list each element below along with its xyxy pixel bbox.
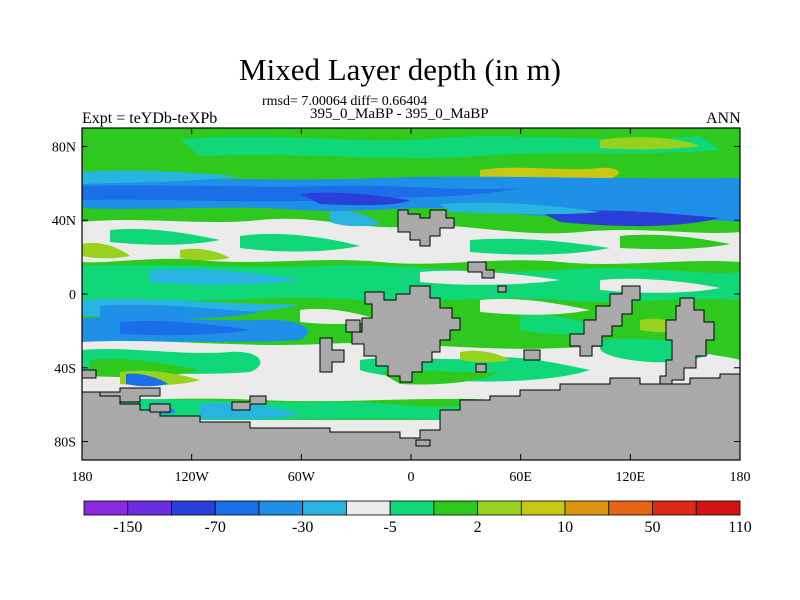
lon-tick-label: 120E (616, 470, 646, 485)
colorbar-label: 2 (474, 519, 482, 536)
case-label: 395_0_MaBP - 395_0_MaBP (310, 106, 489, 122)
land-mask (82, 209, 740, 460)
lon-tick-label: 180 (730, 470, 751, 485)
lat-tick-label: 40N (52, 214, 76, 229)
colorbar: -150 -70 -30 -5 2 10 50 110 (83, 500, 752, 536)
lat-tick-label: 0 (69, 288, 76, 303)
lon-tick-label: 120W (175, 470, 210, 485)
colorbar-label: 10 (557, 519, 573, 536)
colorbar-swatch (695, 500, 741, 516)
lat-tick-label: 80S (54, 436, 76, 451)
colorbar-swatch (564, 500, 610, 516)
colorbar-swatch (258, 500, 304, 516)
colorbar-swatch (608, 500, 653, 516)
colorbar-label: 50 (645, 519, 661, 536)
lon-tick-label: 0 (408, 470, 415, 485)
colorbar-swatch (433, 500, 479, 516)
map-field (82, 128, 740, 460)
colorbar-label: -30 (292, 519, 313, 536)
latitude-axis: 80N 40N 0 40S 80S (52, 140, 740, 451)
lon-tick-label: 60W (288, 470, 316, 485)
colorbar-swatch (83, 500, 129, 516)
colorbar-swatch (345, 500, 391, 516)
lat-tick-label: 80N (52, 140, 76, 155)
colorbar-swatch (214, 500, 260, 516)
stats-label: rmsd= 7.00064 diff= 0.66404 (262, 94, 428, 109)
colorbar-swatch (171, 500, 216, 516)
lat-tick-label: 40S (54, 362, 76, 377)
lon-tick-label: 60E (509, 470, 532, 485)
colorbar-swatch (477, 500, 522, 516)
colorbar-swatch (127, 500, 172, 516)
colorbar-label: -5 (383, 519, 396, 536)
experiment-label: Expt = teYDb-teXPb (82, 110, 218, 127)
colorbar-swatch (389, 500, 435, 516)
map-title: Mixed Layer depth (in m) (239, 52, 561, 87)
colorbar-label: -70 (205, 519, 226, 536)
lon-tick-label: 180 (72, 470, 93, 485)
season-label: ANN (706, 110, 741, 127)
colorbar-swatch (302, 500, 347, 516)
colorbar-swatch (520, 500, 566, 516)
colorbar-label: 110 (728, 519, 751, 536)
longitude-axis: 180 120W 60W 0 60E 120E 180 (72, 128, 751, 485)
colorbar-label: -150 (113, 519, 142, 536)
colorbar-swatch (652, 500, 697, 516)
